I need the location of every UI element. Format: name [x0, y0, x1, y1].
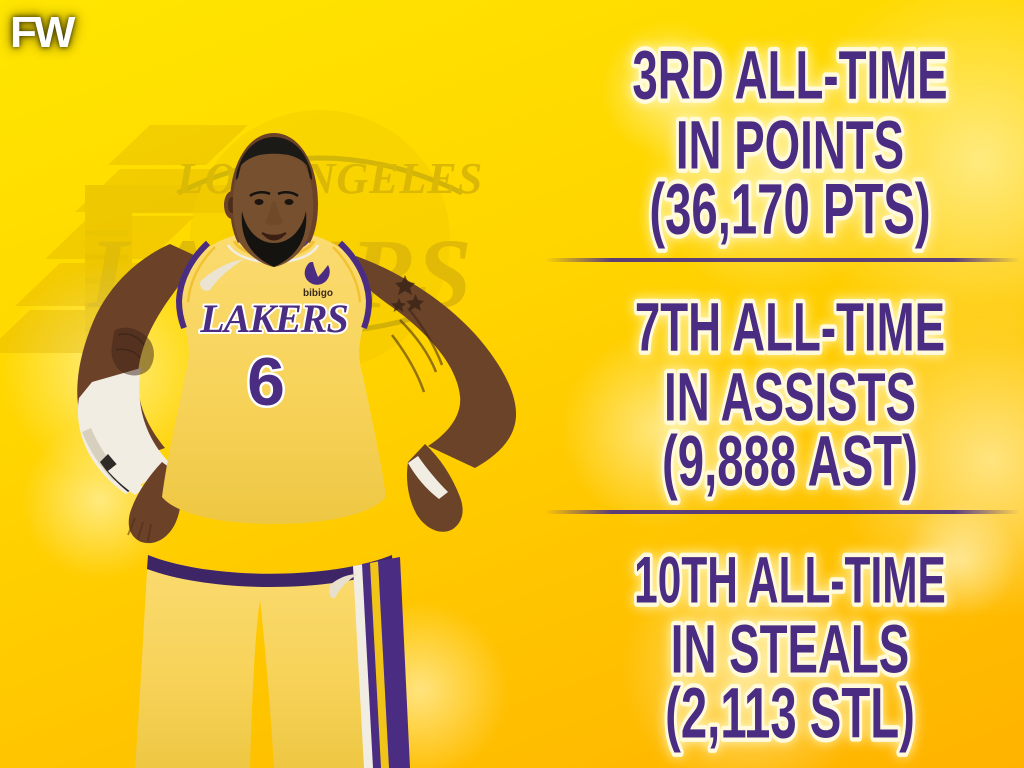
svg-text:6: 6: [247, 344, 285, 420]
svg-text:10TH ALL-TIME: 10TH ALL-TIME: [634, 543, 946, 617]
svg-text:(2,113 STL): (2,113 STL): [665, 673, 915, 753]
svg-text:(36,170 PTS): (36,170 PTS): [649, 169, 930, 249]
svg-text:3RD ALL-TIME: 3RD ALL-TIME: [632, 37, 947, 114]
svg-text:(9,888 AST): (9,888 AST): [662, 421, 918, 501]
svg-text:7TH ALL-TIME: 7TH ALL-TIME: [635, 289, 945, 366]
svg-text:LAKERS: LAKERS: [199, 296, 347, 341]
